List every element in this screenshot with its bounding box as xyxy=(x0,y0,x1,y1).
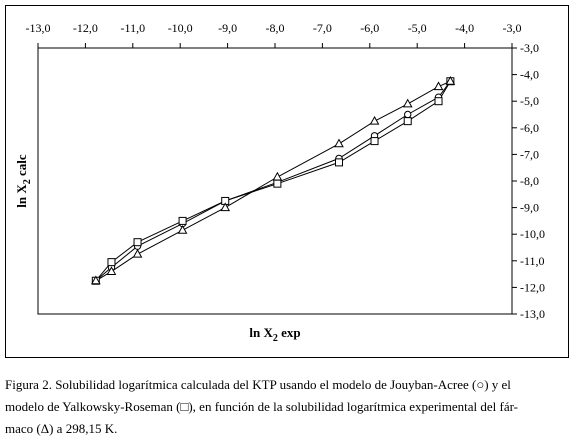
x-tick-label: -6,0 xyxy=(360,21,379,35)
x-tick-label: -12,0 xyxy=(73,21,98,35)
point-square xyxy=(107,258,116,267)
x-axis-title: ln X2 exp xyxy=(249,325,300,344)
series-line-triangle xyxy=(95,80,451,282)
point-square xyxy=(434,97,443,106)
y-tick-label: -11,0 xyxy=(520,254,545,268)
point-circle xyxy=(404,110,412,119)
point-square xyxy=(370,137,379,146)
point-triangle xyxy=(272,171,283,181)
x-tick-label: -3,0 xyxy=(503,21,522,35)
y-tick-label: -12,0 xyxy=(520,280,545,294)
series-markers xyxy=(90,76,456,285)
series-lines xyxy=(95,80,451,282)
x-tick-label: -8,0 xyxy=(266,21,285,35)
point-square xyxy=(133,238,142,247)
x-tick-label: -7,0 xyxy=(313,21,332,35)
point-triangle xyxy=(369,115,380,125)
caption-line: Figura 2. Solubilidad logarítmica calcul… xyxy=(5,377,511,392)
point-triangle xyxy=(177,224,188,234)
y-axis: -3,0 -4,0 -5,0 -6,0 -7,0 -8,0 -9,0 -10,0 -11,0 -1… xyxy=(512,41,545,321)
point-square xyxy=(273,179,282,188)
figure-frame xyxy=(5,5,569,358)
x-tick-label: -9,0 xyxy=(218,21,237,35)
point-square xyxy=(334,158,343,167)
y-tick-label: -13,0 xyxy=(520,307,545,321)
point-triangle xyxy=(106,266,117,275)
point-triangle xyxy=(402,98,413,108)
y-tick-label: -7,0 xyxy=(520,147,539,161)
y-tick-label: -9,0 xyxy=(520,201,539,215)
y-tick-label: -5,0 xyxy=(520,94,539,108)
caption-line: modelo de Yalkowsky-Roseman (□), en func… xyxy=(5,399,519,414)
point-triangle xyxy=(433,81,444,91)
x-tick-label: -10,0 xyxy=(168,21,193,35)
y-tick-label: -6,0 xyxy=(520,121,539,135)
series-line-circle xyxy=(95,81,451,282)
x-tick-label: -4,0 xyxy=(455,21,474,35)
y-axis-title: ln X2 calc xyxy=(14,154,33,208)
point-triangle xyxy=(334,138,344,148)
x-tick-label: -5,0 xyxy=(408,21,427,35)
y-tick-label: -3,0 xyxy=(520,41,539,55)
y-tick-label: -8,0 xyxy=(520,174,539,188)
y-tick-label: -10,0 xyxy=(520,227,545,241)
point-triangle xyxy=(220,202,231,212)
point-square xyxy=(178,216,187,225)
point-square xyxy=(403,117,412,126)
point-triangle xyxy=(445,76,456,85)
point-triangle xyxy=(90,275,101,285)
point-triangle xyxy=(132,248,143,258)
x-tick-label: -13,0 xyxy=(26,21,51,35)
chart: -13,0 -12,0 -11,0 -10,0 -9,0 -8,0 -7,0 -6,0 -5,0… xyxy=(14,21,545,344)
x-axis: -13,0 -12,0 -11,0 -10,0 -9,0 -8,0 -7,0 -6,0 -5,0… xyxy=(26,21,522,48)
caption-line: maco (Δ) a 298,15 K. xyxy=(5,421,118,436)
x-tick-label: -11,0 xyxy=(121,21,146,35)
figure-caption: Figura 2. Solubilidad logarítmica calcul… xyxy=(5,374,571,437)
series-line-square xyxy=(95,81,451,282)
y-tick-label: -4,0 xyxy=(520,68,539,82)
